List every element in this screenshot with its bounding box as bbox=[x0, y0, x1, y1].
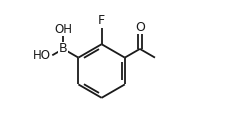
Text: F: F bbox=[98, 14, 105, 27]
Text: O: O bbox=[134, 21, 144, 34]
Text: OH: OH bbox=[54, 23, 72, 36]
Text: HO: HO bbox=[33, 49, 51, 62]
Text: B: B bbox=[59, 42, 67, 55]
